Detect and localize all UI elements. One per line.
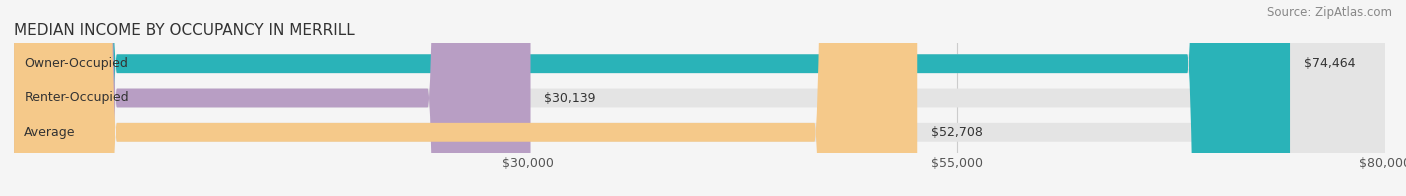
- FancyBboxPatch shape: [14, 0, 1385, 196]
- FancyBboxPatch shape: [14, 0, 1385, 196]
- Text: $74,464: $74,464: [1303, 57, 1355, 70]
- Text: MEDIAN INCOME BY OCCUPANCY IN MERRILL: MEDIAN INCOME BY OCCUPANCY IN MERRILL: [14, 23, 354, 38]
- FancyBboxPatch shape: [14, 0, 917, 196]
- Text: Average: Average: [24, 126, 76, 139]
- Text: $52,708: $52,708: [931, 126, 983, 139]
- Text: Owner-Occupied: Owner-Occupied: [24, 57, 128, 70]
- FancyBboxPatch shape: [14, 0, 530, 196]
- FancyBboxPatch shape: [14, 0, 1291, 196]
- Text: Renter-Occupied: Renter-Occupied: [24, 92, 129, 104]
- Text: Source: ZipAtlas.com: Source: ZipAtlas.com: [1267, 6, 1392, 19]
- Text: $30,139: $30,139: [544, 92, 596, 104]
- FancyBboxPatch shape: [14, 0, 1385, 196]
